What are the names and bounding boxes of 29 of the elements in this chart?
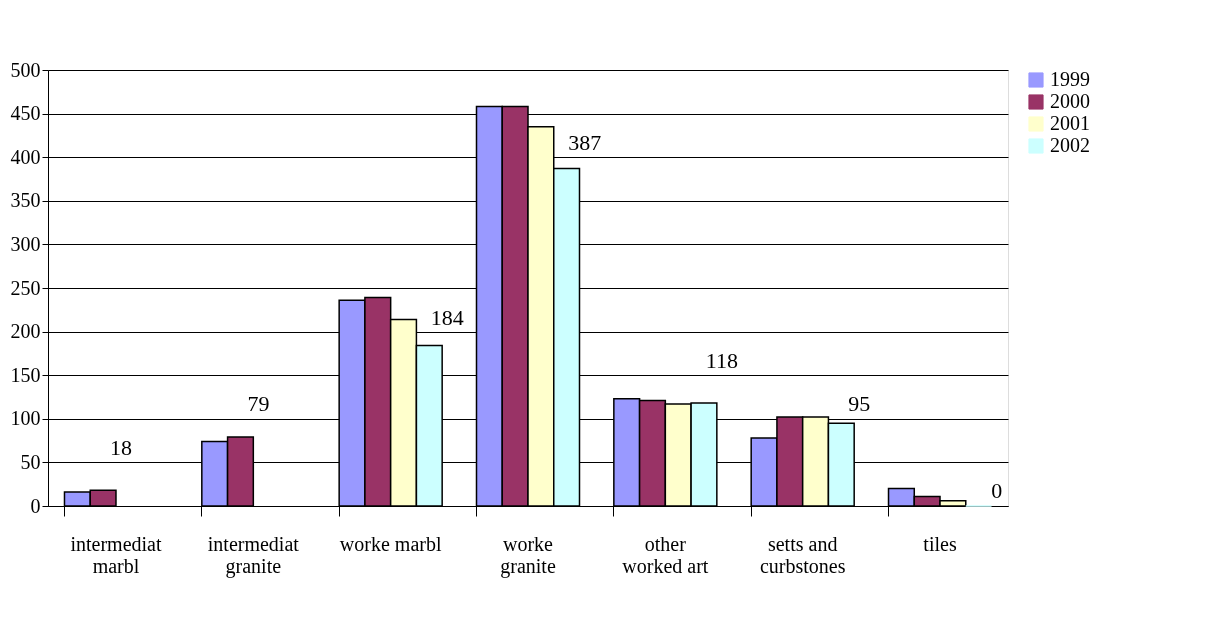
data-label: 0 xyxy=(991,478,1003,503)
data-label: 118 xyxy=(705,348,739,374)
legend-label: 1999 xyxy=(1050,68,1090,90)
y-tick-label: 100 xyxy=(10,407,41,430)
data-label: 387 xyxy=(568,129,602,155)
x-tick-label: worke marbl xyxy=(339,532,442,555)
y-tick-label: 400 xyxy=(10,145,41,168)
legend-label: 2002 xyxy=(1050,134,1090,156)
x-tick-label: setts and curbstones xyxy=(759,532,846,577)
data-label: 79 xyxy=(247,391,270,417)
data-label: 18 xyxy=(110,435,133,461)
data-label: 95 xyxy=(848,391,871,417)
legend-label: 2000 xyxy=(1050,90,1090,112)
y-tick-label: 350 xyxy=(10,189,41,212)
x-tick-label: worke granite xyxy=(500,532,556,578)
data-label: 184 xyxy=(430,304,464,330)
y-tick-label: 50 xyxy=(20,450,41,473)
x-tick-label: other worked art xyxy=(622,532,709,577)
y-tick-label: 0 xyxy=(30,494,41,517)
x-tick-label: intermediat marbl xyxy=(70,532,162,577)
legend-label: 2001 xyxy=(1050,112,1090,134)
y-tick-label: 450 xyxy=(10,102,41,125)
x-tick-label: tiles xyxy=(923,532,957,555)
y-tick-label: 150 xyxy=(10,363,41,386)
y-tick-label: 250 xyxy=(10,276,41,299)
y-tick-label: 300 xyxy=(10,232,41,255)
y-tick-label: 500 xyxy=(10,58,41,81)
x-tick-label: intermediat granite xyxy=(207,532,300,578)
y-tick-label: 200 xyxy=(10,320,41,343)
